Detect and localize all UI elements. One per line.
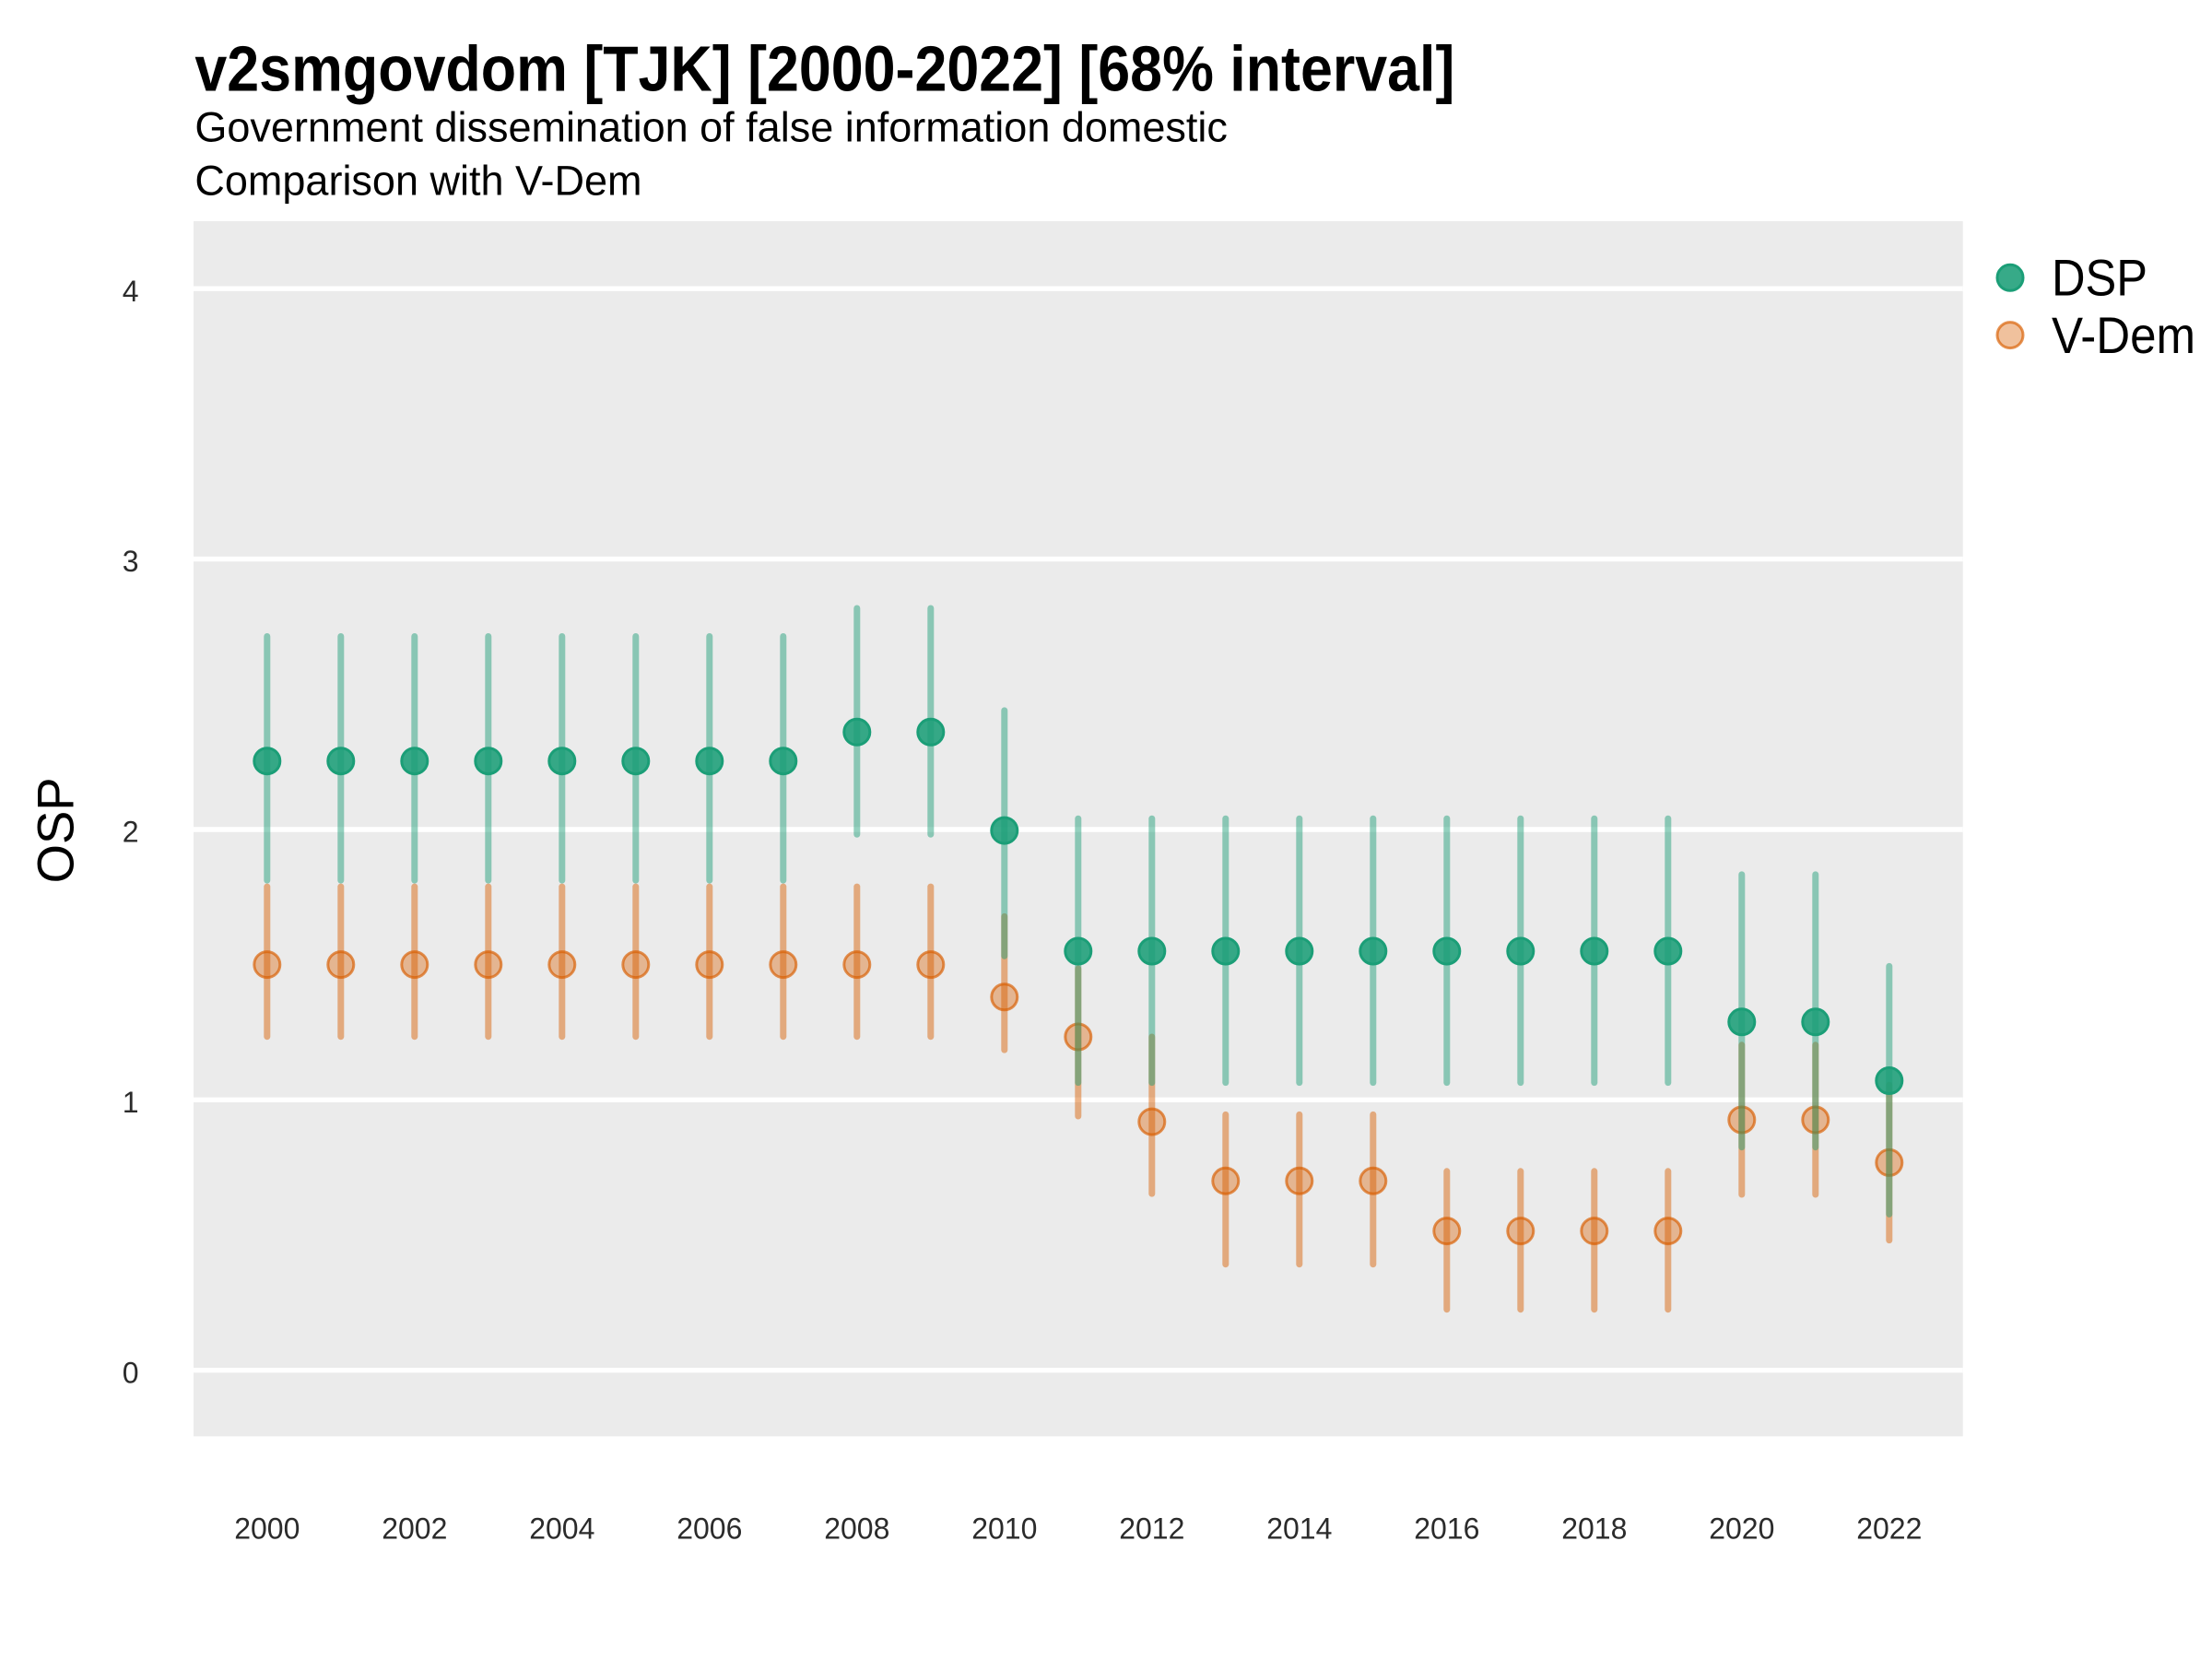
svg-text:OSP: OSP bbox=[27, 777, 85, 883]
svg-text:0: 0 bbox=[123, 1356, 139, 1389]
svg-text:2008: 2008 bbox=[824, 1512, 889, 1545]
svg-text:2016: 2016 bbox=[1414, 1512, 1479, 1545]
svg-text:2000: 2000 bbox=[234, 1512, 300, 1545]
svg-text:v2smgovdom [TJK] [2000-2022] [: v2smgovdom [TJK] [2000-2022] [68% interv… bbox=[194, 32, 1454, 104]
svg-text:2006: 2006 bbox=[677, 1512, 742, 1545]
svg-text:Government dissemination of fa: Government dissemination of false inform… bbox=[194, 104, 1228, 151]
svg-text:2018: 2018 bbox=[1561, 1512, 1627, 1545]
svg-text:2020: 2020 bbox=[1709, 1512, 1774, 1545]
svg-text:2014: 2014 bbox=[1266, 1512, 1332, 1545]
svg-text:2002: 2002 bbox=[382, 1512, 447, 1545]
svg-text:3: 3 bbox=[123, 545, 139, 578]
svg-text:4: 4 bbox=[123, 275, 139, 308]
svg-text:2: 2 bbox=[123, 816, 139, 849]
svg-text:V-Dem: V-Dem bbox=[2052, 306, 2195, 364]
svg-text:DSP: DSP bbox=[2052, 248, 2147, 306]
svg-text:2010: 2010 bbox=[971, 1512, 1037, 1545]
svg-text:2004: 2004 bbox=[529, 1512, 594, 1545]
svg-text:Comparison with V-Dem: Comparison with V-Dem bbox=[194, 157, 641, 204]
svg-text:1: 1 bbox=[123, 1086, 139, 1119]
svg-text:2022: 2022 bbox=[1856, 1512, 1922, 1545]
svg-text:2012: 2012 bbox=[1119, 1512, 1184, 1545]
